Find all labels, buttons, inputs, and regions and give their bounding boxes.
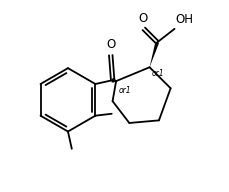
Text: O: O — [138, 12, 147, 25]
Text: or1: or1 — [118, 86, 131, 95]
Text: O: O — [106, 38, 115, 51]
Polygon shape — [149, 42, 158, 67]
Text: OH: OH — [175, 13, 193, 26]
Text: or1: or1 — [151, 69, 164, 78]
